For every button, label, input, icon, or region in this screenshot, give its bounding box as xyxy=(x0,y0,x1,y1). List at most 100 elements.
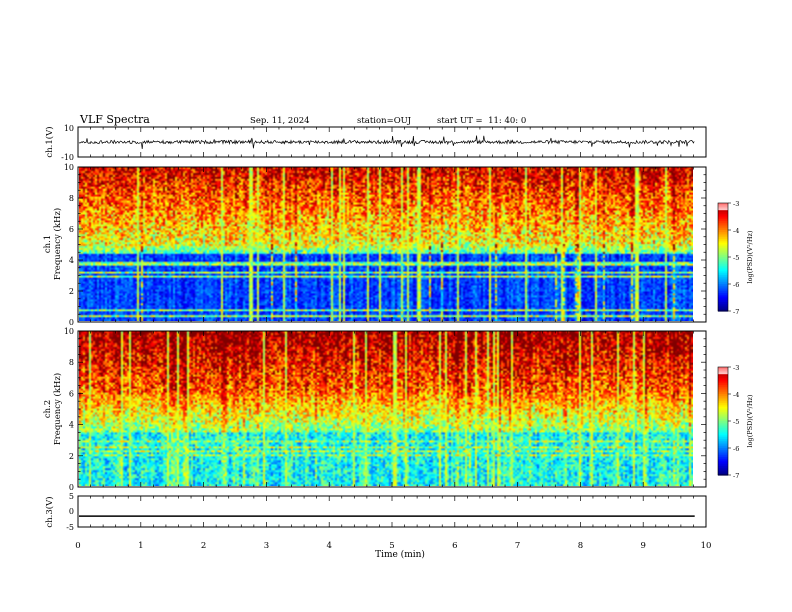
colorbar-segment xyxy=(718,208,728,211)
colorbar-segment xyxy=(718,240,728,244)
colorbar-segment xyxy=(718,228,728,231)
colorbar-segment xyxy=(718,291,728,294)
ch3-ytick-middle: 0 xyxy=(69,507,74,516)
colorbar-segment xyxy=(718,289,728,292)
x-tick-label: 8 xyxy=(578,541,583,551)
colorbar-tick-label: -6 xyxy=(733,445,739,453)
y-tick-label: 10 xyxy=(64,163,74,172)
colorbar-segment xyxy=(718,213,728,217)
colorbar-segment xyxy=(718,267,728,271)
x-tick-label: 4 xyxy=(326,541,331,551)
colorbar-segment xyxy=(718,367,728,370)
colorbar-segment xyxy=(718,458,728,462)
colorbar-segment xyxy=(718,421,728,424)
colorbar-label: log(PSD)(V²/Hz) xyxy=(746,394,754,447)
colorbar-segment xyxy=(718,448,728,451)
colorbar-segment xyxy=(718,219,728,222)
colorbar-segment xyxy=(718,430,728,433)
colorbar-segment xyxy=(718,466,728,469)
date-label: Sep. 11, 2024 xyxy=(250,116,310,126)
colorbar-segment xyxy=(718,431,728,435)
colorbar-segment xyxy=(718,307,728,310)
colorbar-segment xyxy=(718,446,728,449)
colorbar-segment xyxy=(718,374,728,377)
colorbar-segment xyxy=(718,269,728,272)
colorbar-segment xyxy=(718,471,728,474)
colorbar-segment xyxy=(718,309,728,312)
y-tick-label: 4 xyxy=(69,256,74,265)
colorbar-segment xyxy=(718,428,728,431)
colorbar-segment xyxy=(718,399,728,402)
colorbar-tick-label: -4 xyxy=(733,391,739,399)
colorbar-segment xyxy=(718,215,728,218)
colorbar-segment xyxy=(718,377,728,381)
colorbar-segment xyxy=(718,226,728,229)
colorbar-segment xyxy=(718,239,728,242)
ch1-spec-ylabel-frequency: Frequency (kHz) xyxy=(52,208,63,280)
colorbar-segment xyxy=(718,237,728,240)
colorbar-segment xyxy=(718,303,728,307)
ch3-waveform-panel: 5 0 -5 ch.3(V) xyxy=(44,492,707,532)
colorbar-segment xyxy=(718,467,728,471)
colorbar-segment xyxy=(718,440,728,444)
colorbar-segment xyxy=(718,264,728,267)
colorbar-segment xyxy=(718,469,728,472)
y-tick-label: 8 xyxy=(69,358,74,367)
colorbar-segment xyxy=(718,413,728,417)
colorbar-segment xyxy=(718,419,728,422)
colorbar-segment xyxy=(718,473,728,476)
colorbar-segment xyxy=(718,370,728,373)
colorbar-segment xyxy=(718,460,728,463)
colorbar-segment xyxy=(718,444,728,447)
colorbar-segment xyxy=(718,381,728,384)
colorbar-segment xyxy=(718,379,728,382)
station-label: station=OUJ xyxy=(357,116,412,126)
colorbar-segment xyxy=(718,273,728,276)
ch2-spectrogram-yticks: 0 2 4 6 8 10 xyxy=(64,327,706,492)
colorbar-segment xyxy=(718,410,728,413)
colorbar-segment xyxy=(718,233,728,236)
ch1-spectrogram-image xyxy=(79,167,693,321)
colorbar-tick-label: -3 xyxy=(733,200,739,208)
colorbar-segment xyxy=(718,230,728,233)
y-tick-label: 6 xyxy=(69,225,74,234)
colorbar-segment xyxy=(718,433,728,436)
colorbar-segment xyxy=(718,422,728,426)
colorbar-segment xyxy=(718,462,728,465)
colorbar-segment xyxy=(718,397,728,400)
colorbar-segment xyxy=(718,455,728,458)
colorbar-segment xyxy=(718,278,728,281)
colorbar-tick-label: -5 xyxy=(733,418,739,426)
colorbar-segment xyxy=(718,235,728,238)
colorbar-segment xyxy=(718,285,728,289)
colorbar-tick-label: -6 xyxy=(733,281,739,289)
colorbar-segment xyxy=(718,255,728,258)
colorbar-segment xyxy=(718,224,728,227)
colorbar-segment xyxy=(718,258,728,262)
colorbar-segment xyxy=(718,246,728,249)
colorbar-segment xyxy=(718,276,728,280)
y-tick-label: 0 xyxy=(69,318,74,327)
x-tick-label: 10 xyxy=(701,541,712,551)
colorbar-segment xyxy=(718,248,728,251)
colorbar-segment xyxy=(718,417,728,420)
ch1-spectrogram-panel: 0 2 4 6 8 10 ch.1 Frequency (kHz) -3 -4 -5 -6 -7 l… xyxy=(43,163,754,327)
colorbar-segment xyxy=(718,275,728,278)
colorbar-segment xyxy=(718,412,728,415)
time-axis-tick-labels: 0 1 2 3 4 5 6 7 8 9 10 xyxy=(75,541,711,551)
ch1-waveform-panel: 10 -10 ch.1(V) xyxy=(44,124,707,162)
colorbar-segment xyxy=(718,383,728,386)
colorbar-segment xyxy=(718,253,728,256)
colorbar-segment xyxy=(718,376,728,379)
colorbar-segment xyxy=(718,249,728,253)
colorbar-segment xyxy=(718,203,728,206)
ch2-spectrogram-panel: 0 2 4 6 8 10 ch.2 Frequency (kHz) -3 -4 -5 -6 -7 l… xyxy=(43,327,754,492)
colorbar-segment xyxy=(718,305,728,308)
colorbar-segment xyxy=(718,451,728,454)
colorbar-segment xyxy=(718,394,728,397)
colorbar-segment xyxy=(718,453,728,456)
colorbar-segment xyxy=(718,280,728,283)
y-tick-label: 2 xyxy=(69,287,74,296)
colorbar-segment xyxy=(718,266,728,269)
